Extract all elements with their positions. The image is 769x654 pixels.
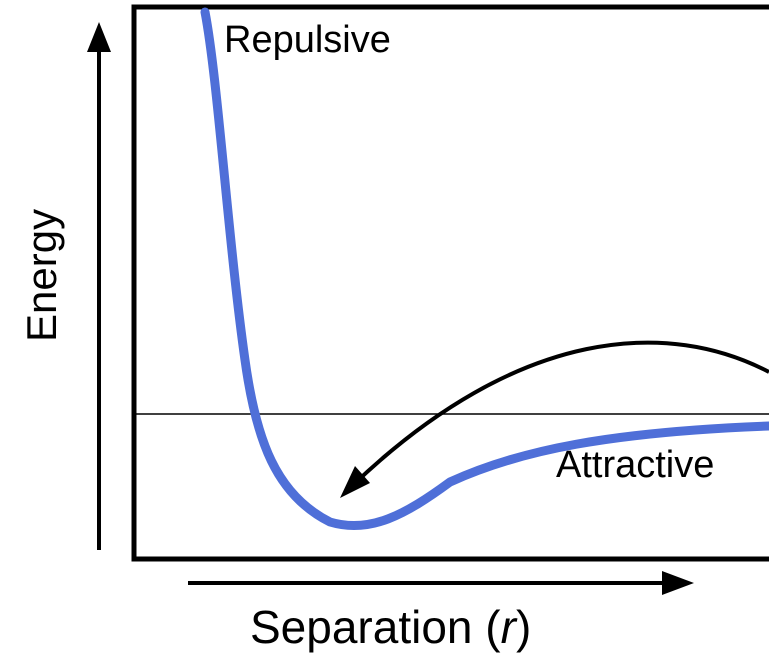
repulsive-label: Repulsive — [224, 19, 391, 61]
x-axis-arrowhead-icon — [662, 571, 694, 595]
x-axis-label-main: Separation ( — [250, 601, 501, 653]
potential-energy-curve — [200, 7, 769, 530]
curved-arrow — [350, 340, 769, 488]
attractive-label: Attractive — [556, 444, 714, 486]
y-axis-label: Energy — [18, 209, 65, 342]
plot-frame — [131, 4, 769, 562]
y-axis-arrowhead-icon — [87, 22, 111, 52]
x-axis-label: Separation (r) — [250, 601, 531, 653]
x-axis-label-variable: r — [501, 601, 518, 653]
curved-arrow-head-icon — [340, 466, 370, 498]
x-axis-label-close: ) — [516, 601, 531, 653]
